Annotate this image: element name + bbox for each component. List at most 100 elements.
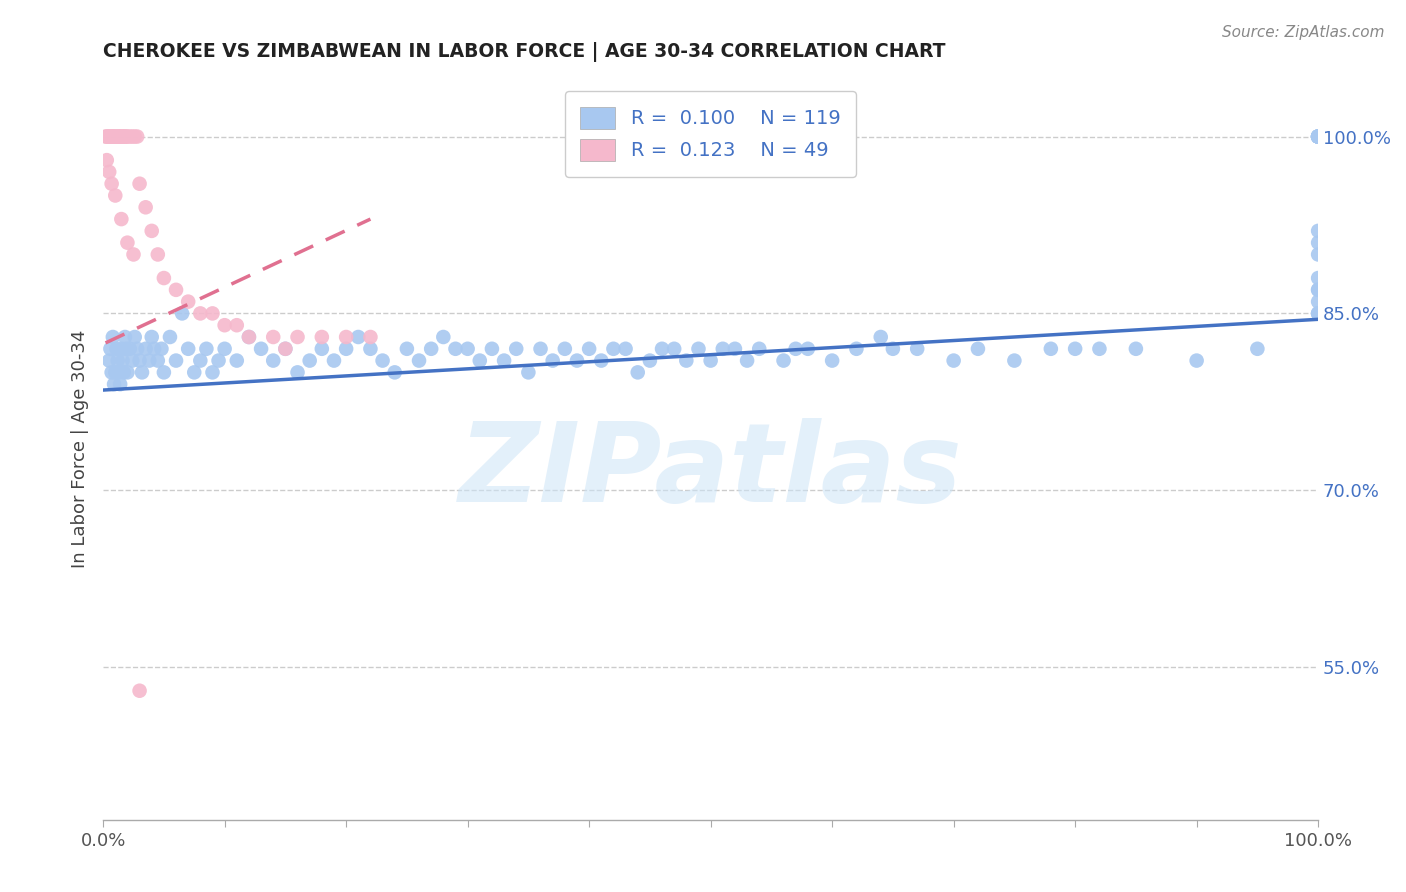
Point [128,353,150,368]
Point [772,353,794,368]
Point [98,353,121,368]
Point [967,342,990,356]
Point [114,129,136,144]
Point [153,271,176,285]
Point [1308,129,1330,144]
Point [565,353,588,368]
Point [1308,129,1330,144]
Point [124,129,146,144]
Point [699,353,721,368]
Point [111,353,134,368]
Point [1308,129,1330,144]
Point [177,294,200,309]
Point [103,377,125,392]
Point [1308,283,1330,297]
Point [1125,342,1147,356]
Point [335,330,357,344]
Point [432,330,454,344]
Point [127,129,149,144]
Point [274,342,297,356]
Point [188,306,211,320]
Point [1308,129,1330,144]
Point [103,129,125,144]
Point [1308,271,1330,285]
Point [150,342,173,356]
Point [1308,129,1330,144]
Point [1308,129,1330,144]
Point [115,129,138,144]
Point [112,365,135,379]
Point [117,129,139,144]
Point [554,342,576,356]
Point [100,365,122,379]
Point [311,342,333,356]
Point [107,353,129,368]
Point [131,365,153,379]
Point [638,353,661,368]
Point [115,342,138,356]
Point [128,177,150,191]
Legend: R =  0.100    N = 119, R =  0.123    N = 49: R = 0.100 N = 119, R = 0.123 N = 49 [565,91,856,177]
Point [323,353,346,368]
Point [225,353,247,368]
Point [101,129,124,144]
Point [100,177,122,191]
Point [724,342,747,356]
Point [578,342,600,356]
Point [105,342,128,356]
Point [1308,129,1330,144]
Point [238,330,260,344]
Point [541,353,564,368]
Point [627,365,650,379]
Point [1002,353,1025,368]
Point [207,353,229,368]
Point [104,365,127,379]
Point [135,342,157,356]
Point [96,129,118,144]
Point [141,330,163,344]
Point [602,342,624,356]
Point [97,129,120,144]
Point [335,342,357,356]
Point [1308,283,1330,297]
Point [108,365,131,379]
Point [869,330,891,344]
Point [250,342,273,356]
Point [122,247,145,261]
Point [1308,294,1330,309]
Point [177,342,200,356]
Point [675,353,697,368]
Point [121,353,143,368]
Point [311,330,333,344]
Point [457,342,479,356]
Point [188,353,211,368]
Point [529,342,551,356]
Point [882,342,904,356]
Text: ZIPatlas: ZIPatlas [458,417,963,524]
Point [287,365,309,379]
Point [1246,342,1268,356]
Point [124,330,146,344]
Point [1185,353,1208,368]
Point [104,129,127,144]
Point [408,353,430,368]
Point [98,165,121,179]
Point [141,224,163,238]
Point [274,342,297,356]
Point [107,129,129,144]
Point [111,129,134,144]
Point [172,306,194,320]
Point [1308,247,1330,261]
Point [101,330,124,344]
Point [395,342,418,356]
Point [1308,235,1330,250]
Point [1308,306,1330,320]
Point [165,283,187,297]
Point [100,342,122,356]
Point [121,129,143,144]
Point [262,330,284,344]
Point [153,365,176,379]
Point [128,683,150,698]
Point [1308,306,1330,320]
Point [183,365,205,379]
